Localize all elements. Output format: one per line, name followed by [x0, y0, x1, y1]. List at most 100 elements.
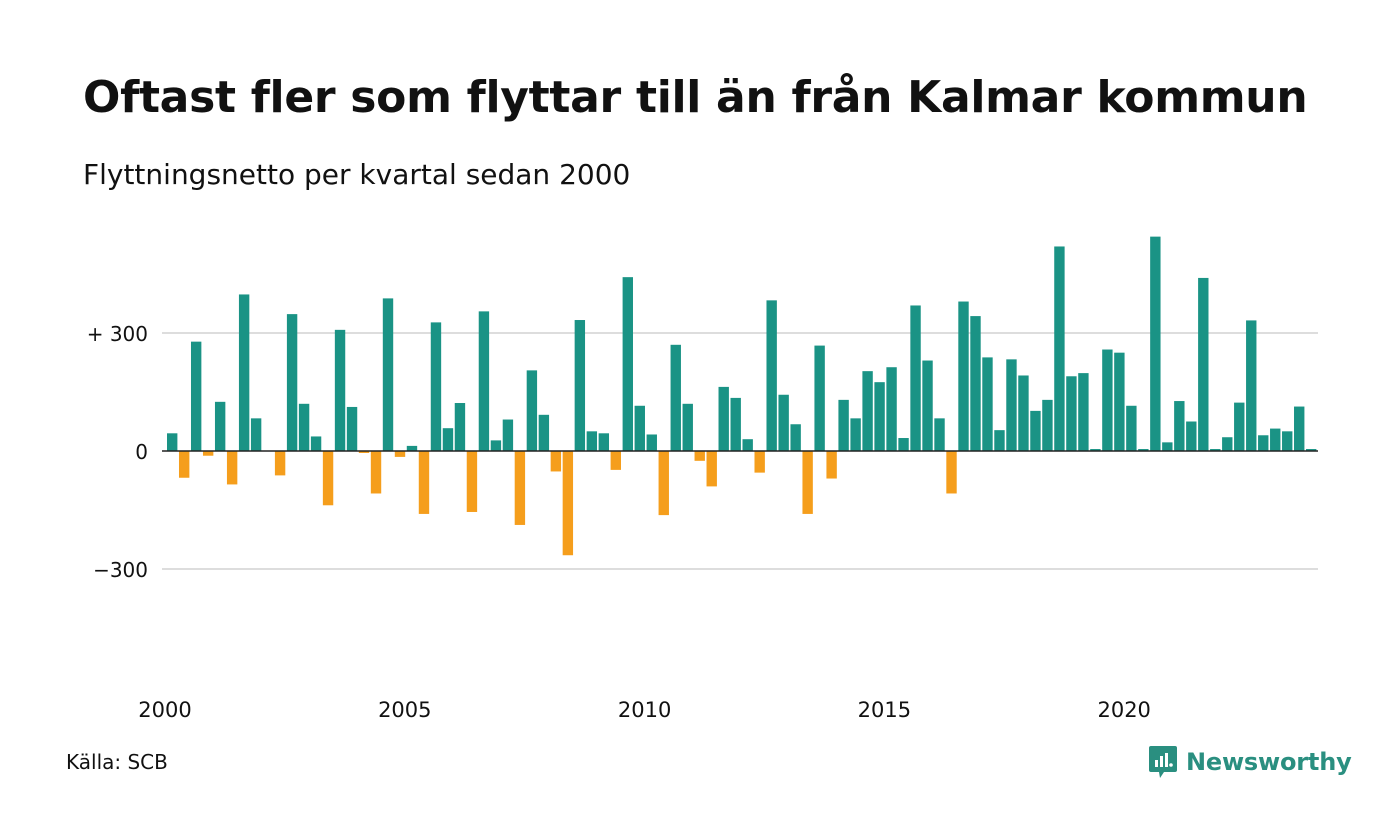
x-tick-label: 2000 [138, 698, 191, 722]
bar [442, 428, 454, 451]
bar [814, 345, 825, 451]
x-tick-label: 2005 [378, 698, 431, 722]
bar [850, 418, 861, 451]
bar [430, 322, 442, 451]
bar [886, 367, 897, 451]
x-tick-label: 2015 [858, 698, 911, 722]
bar [1054, 246, 1065, 451]
bar [466, 451, 478, 512]
bar [226, 451, 238, 485]
bar [1030, 410, 1041, 451]
bar [310, 436, 322, 451]
bar [874, 382, 885, 451]
bar [838, 399, 849, 451]
bar [202, 451, 214, 456]
bar [1306, 449, 1317, 451]
bar [322, 451, 334, 506]
bar [766, 300, 777, 451]
x-tick-label: 2020 [1097, 698, 1150, 722]
x-axis-ticks: 2000 2005 2010 2015 2020 [138, 698, 1151, 722]
bars [167, 236, 1317, 556]
bar [658, 451, 669, 516]
bar [190, 341, 202, 451]
bar [274, 451, 286, 476]
bar [490, 440, 502, 451]
bar [1042, 399, 1053, 451]
bar [898, 438, 909, 451]
bar [1282, 431, 1293, 451]
y-tick-label: −300 [93, 558, 148, 582]
bar [538, 414, 550, 451]
chart-subtitle: Flyttningsnetto per kvartal sedan 2000 [83, 158, 631, 191]
bar [1198, 277, 1209, 451]
bar [910, 305, 921, 451]
newsworthy-logo-icon [1149, 746, 1177, 778]
bar [922, 360, 933, 451]
bar [646, 434, 657, 451]
bar [178, 451, 190, 478]
source-note: Källa: SCB [66, 750, 168, 774]
bar [694, 451, 705, 461]
bar [562, 451, 574, 556]
bar [418, 451, 430, 514]
y-tick-label: 0 [135, 440, 148, 464]
y-axis-ticks: + 300 0 −300 [87, 322, 148, 582]
bar [958, 301, 969, 451]
bar [1018, 375, 1029, 451]
bar [1270, 428, 1281, 451]
bar [742, 439, 753, 451]
bar [1186, 421, 1197, 451]
chart-title: Oftast fler som flyttar till än från Kal… [83, 72, 1308, 123]
grid-lines [162, 332, 1318, 570]
bar [586, 431, 598, 451]
bar [826, 451, 837, 479]
bar [334, 329, 346, 451]
bar [514, 451, 526, 525]
bar [982, 357, 993, 451]
bar [286, 314, 298, 451]
bar [934, 418, 945, 451]
bar [1090, 449, 1101, 451]
bar [1150, 236, 1161, 451]
bar [1114, 352, 1125, 451]
bar [394, 451, 406, 457]
bar [994, 430, 1005, 451]
bar [550, 451, 562, 472]
bar [610, 451, 621, 470]
bar [622, 277, 633, 451]
bar [346, 406, 358, 451]
bar [706, 451, 717, 487]
bar [1294, 406, 1305, 451]
bar [382, 298, 394, 451]
bar [670, 344, 681, 451]
bar [370, 451, 382, 494]
bar [526, 370, 538, 451]
bar [1258, 435, 1269, 451]
y-tick-label: + 300 [87, 322, 148, 346]
bar [754, 451, 765, 473]
bar [502, 419, 514, 451]
bar [406, 445, 418, 451]
bar [778, 394, 789, 451]
bar [1174, 401, 1185, 451]
bar [358, 451, 370, 453]
bar [1210, 449, 1221, 451]
bar [250, 418, 262, 451]
bar [574, 320, 586, 451]
bar [802, 451, 813, 514]
bar [214, 401, 226, 451]
bar [970, 316, 981, 451]
bar [1234, 402, 1245, 451]
bar [598, 433, 610, 451]
bar [454, 403, 466, 451]
bar [946, 451, 957, 494]
bar [718, 386, 729, 451]
brand-logo: Newsworthy [1148, 744, 1352, 780]
bar [730, 397, 741, 451]
x-tick-label: 2010 [618, 698, 671, 722]
bar [298, 403, 310, 451]
bar [238, 294, 250, 451]
bar [682, 403, 693, 451]
brand-name: Newsworthy [1186, 748, 1352, 776]
